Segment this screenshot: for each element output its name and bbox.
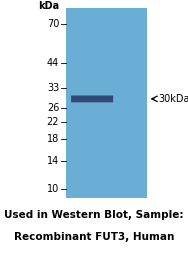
Text: 44: 44 [47, 58, 59, 69]
Text: 70: 70 [47, 19, 59, 29]
Text: kDa: kDa [38, 1, 59, 11]
Text: 14: 14 [47, 156, 59, 166]
Text: Used in Western Blot, Sample:: Used in Western Blot, Sample: [4, 210, 184, 219]
Text: 33: 33 [47, 83, 59, 93]
Bar [66, 8, 147, 198]
Text: 10: 10 [47, 184, 59, 194]
FancyBboxPatch shape [71, 96, 113, 102]
Text: Recombinant FUT3, Human: Recombinant FUT3, Human [14, 232, 174, 242]
Text: 18: 18 [47, 134, 59, 144]
Text: 30kDa: 30kDa [158, 94, 188, 104]
Text: 22: 22 [47, 117, 59, 127]
Text: 26: 26 [47, 103, 59, 113]
